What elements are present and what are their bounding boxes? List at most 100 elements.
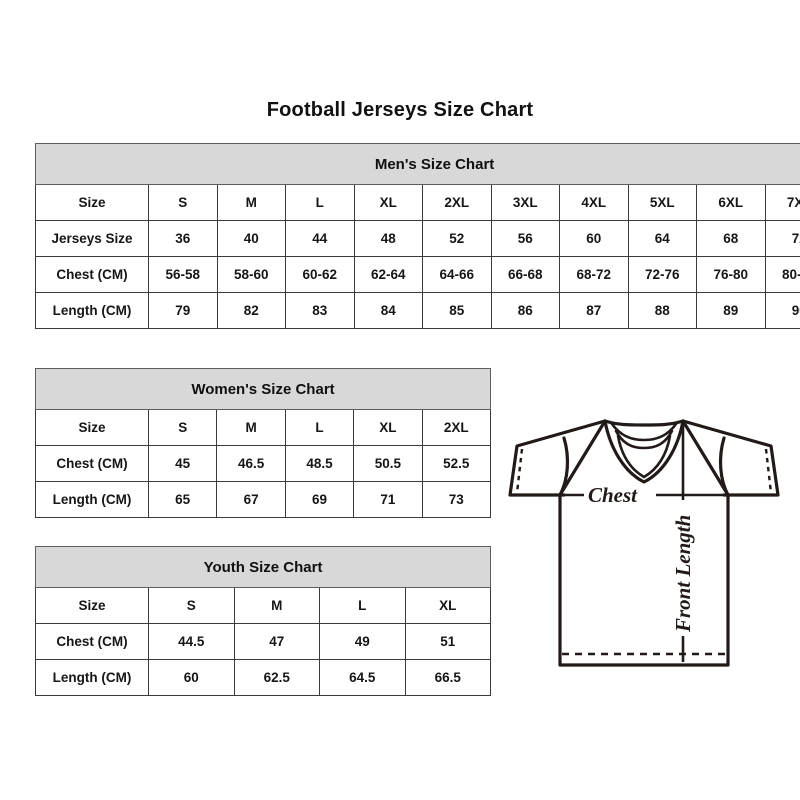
table-cell: 56 [490, 220, 560, 257]
table-cell: XL [404, 587, 492, 624]
table-row: Chest (CM) 45 46.5 48.5 50.5 52.5 [35, 445, 492, 482]
table-cell: 60-62 [285, 256, 355, 293]
shirt-body-outline [558, 419, 730, 667]
table-row: Size S M L XL 2XL [35, 409, 492, 446]
vneck-inner-band-lower [614, 429, 674, 450]
table-caption-row: Youth Size Chart [34, 546, 492, 588]
table-cell: 73 [421, 481, 492, 518]
table-cell: S [148, 587, 235, 624]
table-cell: 44.5 [148, 623, 235, 660]
table-cell: 47 [233, 623, 320, 660]
table-cell: 36 [148, 220, 218, 257]
table-cell: 52 [422, 220, 492, 257]
table-cell: S [147, 409, 218, 446]
table-cell: 58-60 [216, 256, 286, 293]
youth-table-caption: Youth Size Chart [34, 546, 492, 588]
row-label: Length (CM) [35, 481, 149, 518]
womens-table-caption: Women's Size Chart [35, 368, 491, 410]
front-length-label: Front Length [671, 515, 695, 633]
table-cell: 62.5 [233, 659, 320, 696]
page-title: Football Jerseys Size Chart [266, 99, 534, 121]
table-cell: 87 [559, 292, 629, 329]
right-cuff-stitch-dashes [764, 448, 773, 494]
right-sleeve-outline [681, 419, 780, 497]
table-cell: 82 [216, 292, 286, 329]
table-cell: 79 [148, 292, 218, 329]
table-cell: 62-64 [353, 256, 423, 293]
table-cell: L [284, 409, 355, 446]
table-row: Length (CM) 65 67 69 71 73 [35, 481, 492, 518]
table-cell: 49 [319, 623, 406, 660]
table-cell: 69 [284, 481, 355, 518]
table-cell: 56-58 [148, 256, 218, 293]
table-row: Chest (CM) 44.5 47 49 51 [35, 623, 492, 660]
row-label: Size [35, 184, 149, 221]
table-cell: M [233, 587, 320, 624]
table-cell: M [216, 184, 286, 221]
table-cell: 60 [148, 659, 235, 696]
table-cell: 76-80 [696, 256, 766, 293]
table-cell: 40 [216, 220, 286, 257]
table-cell: 44 [285, 220, 355, 257]
table-cell: 86 [490, 292, 560, 329]
table-cell: 5XL [627, 184, 697, 221]
row-label: Chest (CM) [35, 623, 149, 660]
table-cell: 3XL [490, 184, 560, 221]
table-cell: XL [353, 409, 423, 446]
table-cell: 64.5 [319, 659, 406, 696]
table-cell: 72 [764, 220, 800, 257]
table-cell: 48 [353, 220, 423, 257]
table-cell: 68 [696, 220, 766, 257]
table-cell: 66-68 [490, 256, 560, 293]
table-cell: 60 [559, 220, 629, 257]
table-cell: 66.5 [404, 659, 492, 696]
table-cell: 2XL [421, 409, 492, 446]
vneck-outer-collar [603, 419, 685, 427]
table-cell: 65 [147, 481, 218, 518]
table-cell: 89 [696, 292, 766, 329]
table-cell: 48.5 [284, 445, 355, 482]
youth-size-table: Youth Size Chart Size S M L XL Chest (CM… [34, 546, 492, 696]
table-cell: 64-66 [422, 256, 492, 293]
row-label: Jerseys Size [35, 220, 149, 257]
table-row: Size S M L XL [35, 587, 492, 624]
table-cell: 83 [285, 292, 355, 329]
womens-size-table: Women's Size Chart Size S M L XL 2XL Che… [35, 368, 492, 518]
vneck-inner-v [616, 434, 672, 479]
table-cell: 6XL [696, 184, 766, 221]
table-cell: 64 [627, 220, 697, 257]
left-cuff-stitch-dashes [515, 448, 524, 494]
jersey-diagram: Chest Front Length [498, 400, 790, 692]
table-cell: 67 [216, 481, 286, 518]
row-label: Size [35, 587, 149, 624]
table-row: Size S M L XL 2XL 3XL 4XL 5XL 6XL 7XL [35, 184, 800, 221]
vneck-inner-band-upper [610, 422, 678, 442]
table-cell: 85 [422, 292, 492, 329]
table-cell: 7XL [764, 184, 800, 221]
table-cell: 88 [627, 292, 697, 329]
table-cell: 46.5 [216, 445, 286, 482]
table-cell: L [285, 184, 355, 221]
table-cell: 72-76 [627, 256, 697, 293]
table-cell: 90 [764, 292, 800, 329]
mens-table-caption: Men's Size Chart [34, 143, 800, 185]
table-cell: S [148, 184, 218, 221]
table-caption-row: Women's Size Chart [35, 368, 491, 410]
table-row: Length (CM) 79 82 83 84 85 86 87 88 89 9… [35, 292, 800, 329]
table-cell: 50.5 [353, 445, 423, 482]
row-label: Length (CM) [35, 292, 149, 329]
table-cell: 84 [353, 292, 423, 329]
table-caption-row: Men's Size Chart [34, 143, 800, 185]
table-cell: 45 [147, 445, 218, 482]
vneck-outer-v [603, 419, 685, 484]
chest-label: Chest [588, 483, 638, 507]
table-cell: XL [353, 184, 423, 221]
table-cell: L [319, 587, 406, 624]
table-cell: 4XL [559, 184, 629, 221]
row-label: Chest (CM) [35, 256, 149, 293]
table-cell: M [216, 409, 286, 446]
mens-size-table: Men's Size Chart Size S M L XL 2XL 3XL 4… [34, 143, 800, 329]
table-row: Chest (CM) 56-58 58-60 60-62 62-64 64-66… [35, 256, 800, 293]
table-cell: 2XL [422, 184, 492, 221]
table-row: Length (CM) 60 62.5 64.5 66.5 [35, 659, 492, 696]
